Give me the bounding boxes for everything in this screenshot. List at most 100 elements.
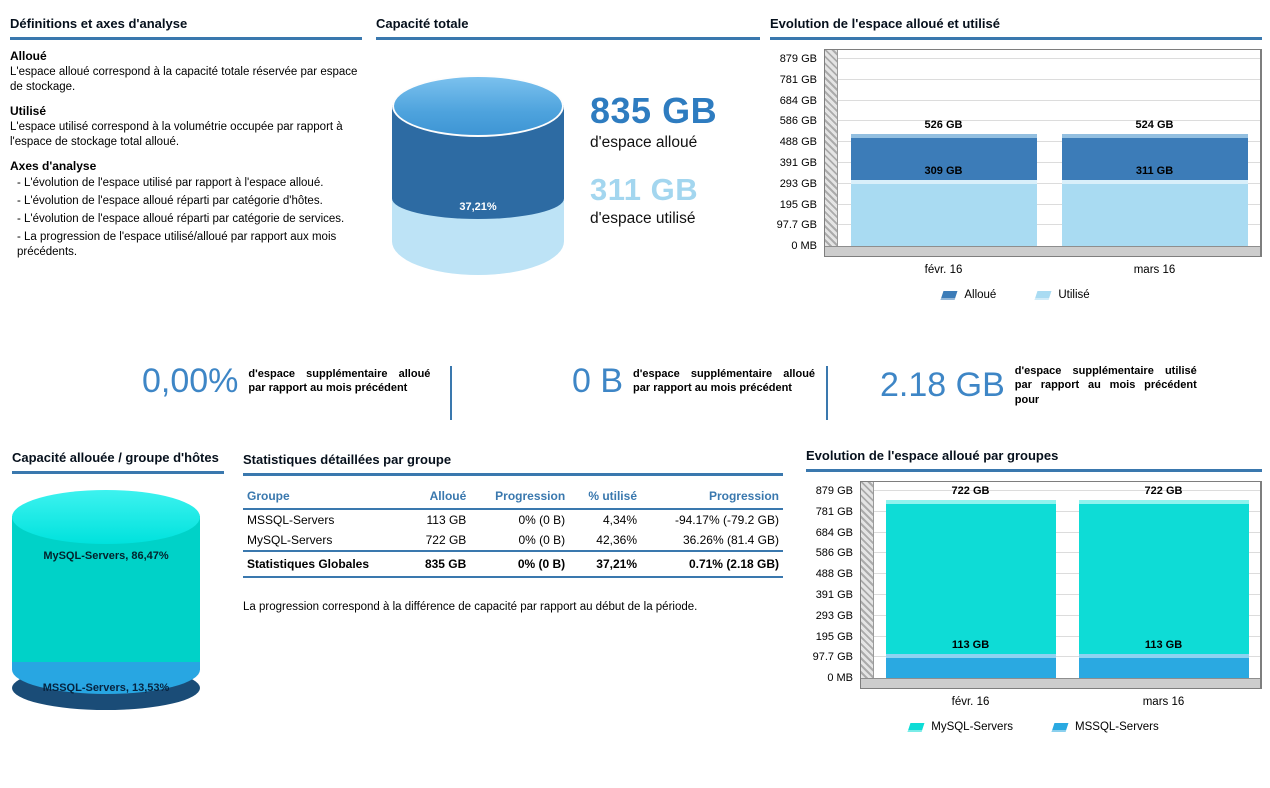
bar-segment bbox=[1079, 500, 1249, 655]
gridline bbox=[838, 99, 1260, 101]
y-axis: 879 GB 781 GB 684 GB 586 GB 488 GB 391 GB 293 … bbox=[770, 49, 824, 257]
gridline bbox=[838, 161, 1260, 163]
axis-item: - L'évolution de l'espace alloué réparti… bbox=[17, 212, 345, 225]
x-category-label: mars 16 bbox=[1142, 696, 1185, 709]
group-capacity-panel: Capacité allouée / groupe d'hôtes MySQL-… bbox=[12, 450, 224, 711]
legend-swatch-icon bbox=[940, 290, 958, 300]
vertical-divider bbox=[450, 366, 452, 420]
y-tick-label: 195 GB bbox=[815, 630, 853, 643]
capacity-values: 835 GB d'espace alloué 311 GB d'espace u… bbox=[590, 93, 717, 279]
gridline bbox=[874, 573, 1260, 575]
total-capacity-panel: Capacité totale 37,21% 835 GB d'espace a… bbox=[376, 16, 760, 279]
gridline bbox=[874, 552, 1260, 554]
table-cell: 36.26% (81.4 GB) bbox=[682, 533, 779, 548]
table-cell: MySQL-Servers bbox=[247, 533, 333, 548]
section-title-evolution-by-group: Evolution de l'espace alloué par groupes bbox=[806, 448, 1262, 473]
table-header-cell: Alloué bbox=[407, 485, 471, 511]
bar-value-label: 113 GB bbox=[1144, 639, 1183, 652]
gridline bbox=[874, 656, 1260, 658]
bar-value-label: 113 GB bbox=[951, 639, 990, 652]
table-cell: 113 GB bbox=[426, 513, 467, 528]
gridline bbox=[838, 120, 1260, 122]
bar-value-label: 309 GB bbox=[924, 165, 963, 178]
stat-label: d'espace supplémentaire alloué par rappo… bbox=[248, 367, 431, 394]
stat-value: 0,00% bbox=[142, 362, 239, 400]
table-cell: 0% (0 B) bbox=[518, 533, 566, 548]
chart-3d-floor bbox=[825, 246, 1260, 257]
legend-label: Utilisé bbox=[1058, 289, 1090, 302]
axes-heading: Axes d'analyse bbox=[10, 159, 97, 173]
stat-label: d'espace supplémentaire utilisé par rapp… bbox=[1014, 365, 1197, 406]
table-header-cell: Groupe bbox=[243, 485, 408, 511]
gridline bbox=[874, 510, 1260, 512]
gridline bbox=[874, 531, 1260, 533]
bar-segment bbox=[1062, 180, 1248, 247]
section-title-group-statistics: Statistiques détaillées par groupe bbox=[243, 452, 783, 477]
gridline bbox=[838, 78, 1260, 80]
table-cell: MSSQL-Servers bbox=[247, 513, 335, 528]
legend-label: Alloué bbox=[964, 289, 997, 302]
used-value: 311 GB bbox=[590, 172, 699, 208]
bar-value-label: 524 GB bbox=[1135, 119, 1174, 132]
legend-item: Utilisé bbox=[1034, 289, 1090, 302]
axis-item: - La progression de l'espace utilisé/all… bbox=[17, 230, 337, 258]
y-tick-label: 391 GB bbox=[779, 156, 817, 169]
y-tick-label: 488 GB bbox=[815, 568, 853, 581]
gridline bbox=[838, 203, 1260, 205]
y-tick-label: 0 MB bbox=[791, 240, 817, 253]
y-tick-label: 684 GB bbox=[779, 94, 817, 107]
y-tick-label: 879 GB bbox=[779, 53, 817, 65]
gridline bbox=[838, 224, 1260, 226]
stat-value: 0 B bbox=[572, 362, 624, 400]
capacity-content: 37,21% 835 GB d'espace alloué 311 GB d'e… bbox=[376, 49, 760, 279]
table-header-cell: % utilisé bbox=[569, 485, 641, 511]
y-tick-label: 97.7 GB bbox=[776, 219, 817, 232]
cylinder-top-face bbox=[392, 75, 564, 138]
table-total-cell: 37,21% bbox=[569, 550, 641, 579]
table-header-cell: Progression bbox=[470, 485, 570, 511]
y-tick-label: 0 MB bbox=[827, 672, 853, 685]
table-total-cell: Statistiques Globales bbox=[243, 550, 408, 579]
y-tick-label: 97.7 GB bbox=[812, 651, 853, 664]
bar-value-label: 311 GB bbox=[1135, 165, 1174, 178]
evolution-by-group-panel: Evolution de l'espace alloué par groupes… bbox=[806, 448, 1262, 733]
gridline bbox=[874, 614, 1260, 616]
bar-value-label: 722 GB bbox=[1144, 485, 1183, 498]
evolution-allocated-used-chart: 879 GB 781 GB 684 GB 586 GB 488 GB 391 GB 293 … bbox=[770, 49, 1262, 276]
table-total-cell: 0.71% (2.18 GB) bbox=[641, 550, 783, 579]
gridline bbox=[838, 58, 1260, 59]
bar-value-label: 526 GB bbox=[924, 119, 963, 132]
table-cell: 42,36% bbox=[596, 533, 637, 548]
table-header-row: Groupe Alloué Progression% utilisé Progress… bbox=[243, 485, 783, 511]
group-statistics-table: Groupe Alloué Progression% utilisé Progress… bbox=[243, 485, 783, 579]
x-category-label: févr. 16 bbox=[924, 264, 963, 277]
legend-item: MySQL-Servers bbox=[907, 721, 1013, 733]
bar-segment bbox=[886, 500, 1056, 655]
section-title-capacity: Capacité totale bbox=[376, 16, 760, 41]
evolution-by-group-chart: 879 GB 781 GB 684 GB 586 GB 488 GB 391 GB 293 … bbox=[806, 481, 1262, 708]
definitions-panel: Définitions et axes d'analyse Alloué L'e… bbox=[10, 16, 362, 263]
axis-item: - L'évolution de l'espace alloué réparti… bbox=[17, 194, 323, 207]
table-cell: 0% (0 B) bbox=[518, 513, 566, 528]
table-footnote: La progression correspond à la différenc… bbox=[243, 601, 698, 614]
definition-utilise-text: L'espace utilisé correspond à la volumét… bbox=[10, 121, 343, 149]
gridline bbox=[838, 141, 1260, 143]
axes-list: - L'évolution de l'espace utilisé par ra… bbox=[10, 176, 362, 260]
pie-mssql-label: MSSQL-Servers, 13,53% bbox=[42, 682, 170, 695]
stat-used-progress: 2.18 GB d'espace supplémentaire utilisé … bbox=[880, 358, 1197, 407]
y-tick-label: 781 GB bbox=[815, 505, 853, 518]
y-tick-label: 781 GB bbox=[779, 73, 817, 86]
table-header-cell: Progression bbox=[641, 485, 783, 511]
pie-mysql-label: MySQL-Servers, 86,47% bbox=[43, 550, 169, 563]
legend-label: MSSQL-Servers bbox=[1075, 721, 1159, 734]
legend-swatch-icon bbox=[907, 722, 925, 732]
cylinder-percent-label: 37,21% bbox=[459, 201, 497, 214]
gridline bbox=[874, 490, 1260, 491]
axis-item: - L'évolution de l'espace utilisé par ra… bbox=[17, 177, 324, 189]
vertical-divider bbox=[826, 366, 828, 420]
section-title-group-capacity: Capacité allouée / groupe d'hôtes bbox=[12, 450, 224, 475]
chart-3d-wall bbox=[825, 50, 838, 247]
y-tick-label: 684 GB bbox=[815, 526, 853, 539]
table-total-cell: 0% (0 B) bbox=[470, 550, 570, 579]
